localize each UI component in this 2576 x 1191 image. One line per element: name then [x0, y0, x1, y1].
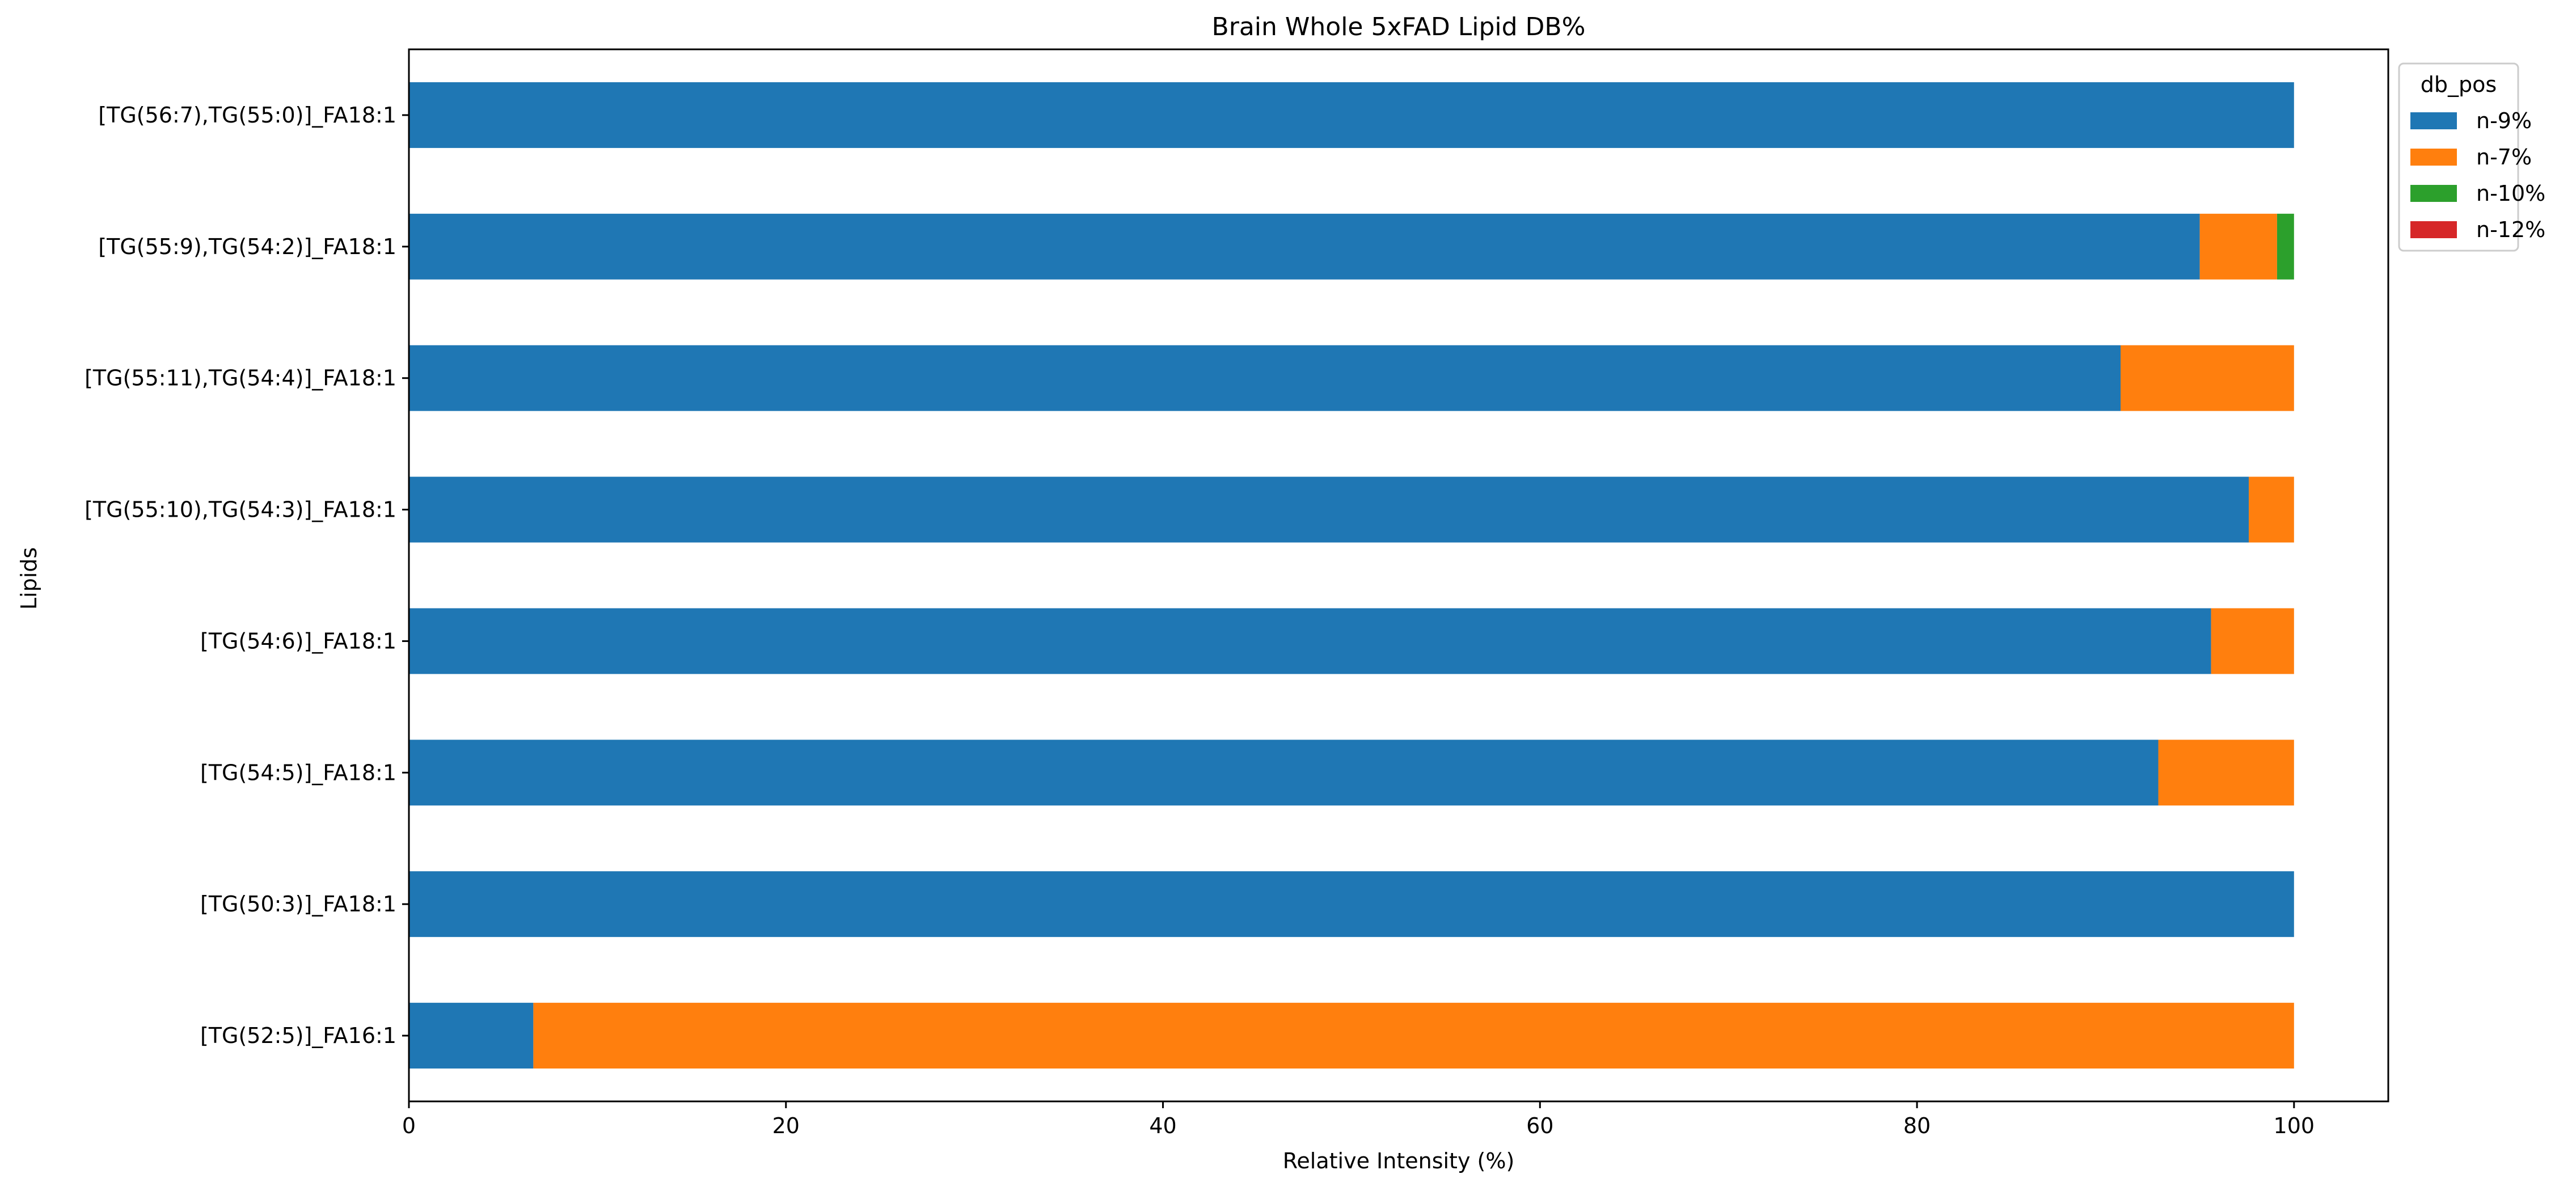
bar-segment — [409, 871, 2294, 937]
bar-segment — [409, 740, 2159, 806]
x-tick-label: 100 — [2274, 1113, 2315, 1138]
x-tick-label: 40 — [1149, 1113, 1176, 1138]
x-tick-label: 80 — [1903, 1113, 1931, 1138]
legend-swatch — [2410, 112, 2457, 129]
legend-label: n-12% — [2476, 217, 2545, 242]
bar-segment — [2158, 740, 2294, 806]
bar-segment — [409, 1003, 534, 1069]
y-tick-label: [TG(50:3)]_FA18:1 — [200, 892, 396, 917]
y-tick-label: [TG(55:9),TG(54:2)]_FA18:1 — [98, 234, 396, 259]
bar-segment — [409, 476, 2249, 543]
chart-title: Brain Whole 5xFAD Lipid DB% — [1212, 12, 1586, 41]
bar-segment — [2199, 213, 2277, 280]
legend-box — [2398, 62, 2519, 252]
legend: db_pos n-9% n-7% n-10% n-12% — [2398, 62, 2545, 252]
legend-label: n-9% — [2476, 108, 2532, 133]
bar-segment — [2121, 345, 2294, 411]
bar-segment — [409, 345, 2121, 411]
bars-layer — [409, 82, 2294, 1069]
x-tick-label: 60 — [1526, 1113, 1553, 1138]
x-ticks-layer: 0 20 40 60 80 100 — [402, 1101, 2315, 1138]
y-tick-label: [TG(55:10),TG(54:3)]_FA18:1 — [85, 497, 396, 522]
bar-segment — [2211, 608, 2294, 674]
y-tick-label: [TG(56:7),TG(55:0)]_FA18:1 — [98, 103, 396, 128]
x-tick-label: 0 — [402, 1113, 416, 1138]
y-axis-label: Lipids — [16, 547, 41, 610]
legend-swatch — [2410, 221, 2457, 238]
legend-swatch — [2410, 185, 2457, 202]
y-tick-label: [TG(54:5)]_FA18:1 — [200, 760, 396, 785]
bar-segment — [409, 608, 2211, 674]
legend-swatch — [2410, 149, 2457, 166]
x-tick-label: 20 — [772, 1113, 800, 1138]
legend-label: n-7% — [2476, 145, 2532, 170]
legend-entries: n-9% n-7% n-10% n-12% — [2410, 108, 2545, 242]
plot-frame — [408, 48, 2389, 1103]
y-ticks-layer: [TG(52:5)]_FA16:1 [TG(50:3)]_FA18:1 [TG(54… — [85, 103, 409, 1048]
bar-segment — [409, 213, 2200, 280]
bar-segment — [409, 82, 2294, 148]
bar-segment — [2277, 213, 2294, 280]
legend-title: db_pos — [2421, 72, 2497, 97]
legend-label: n-10% — [2476, 181, 2545, 206]
y-tick-label: [TG(54:6)]_FA18:1 — [200, 628, 396, 653]
bar-segment — [2249, 476, 2294, 543]
bar-segment — [533, 1003, 2294, 1069]
y-tick-label: [TG(55:11),TG(54:4)]_FA18:1 — [85, 366, 396, 391]
x-axis-label: Relative Intensity (%) — [1283, 1148, 1515, 1173]
y-tick-label: [TG(52:5)]_FA16:1 — [200, 1023, 396, 1048]
